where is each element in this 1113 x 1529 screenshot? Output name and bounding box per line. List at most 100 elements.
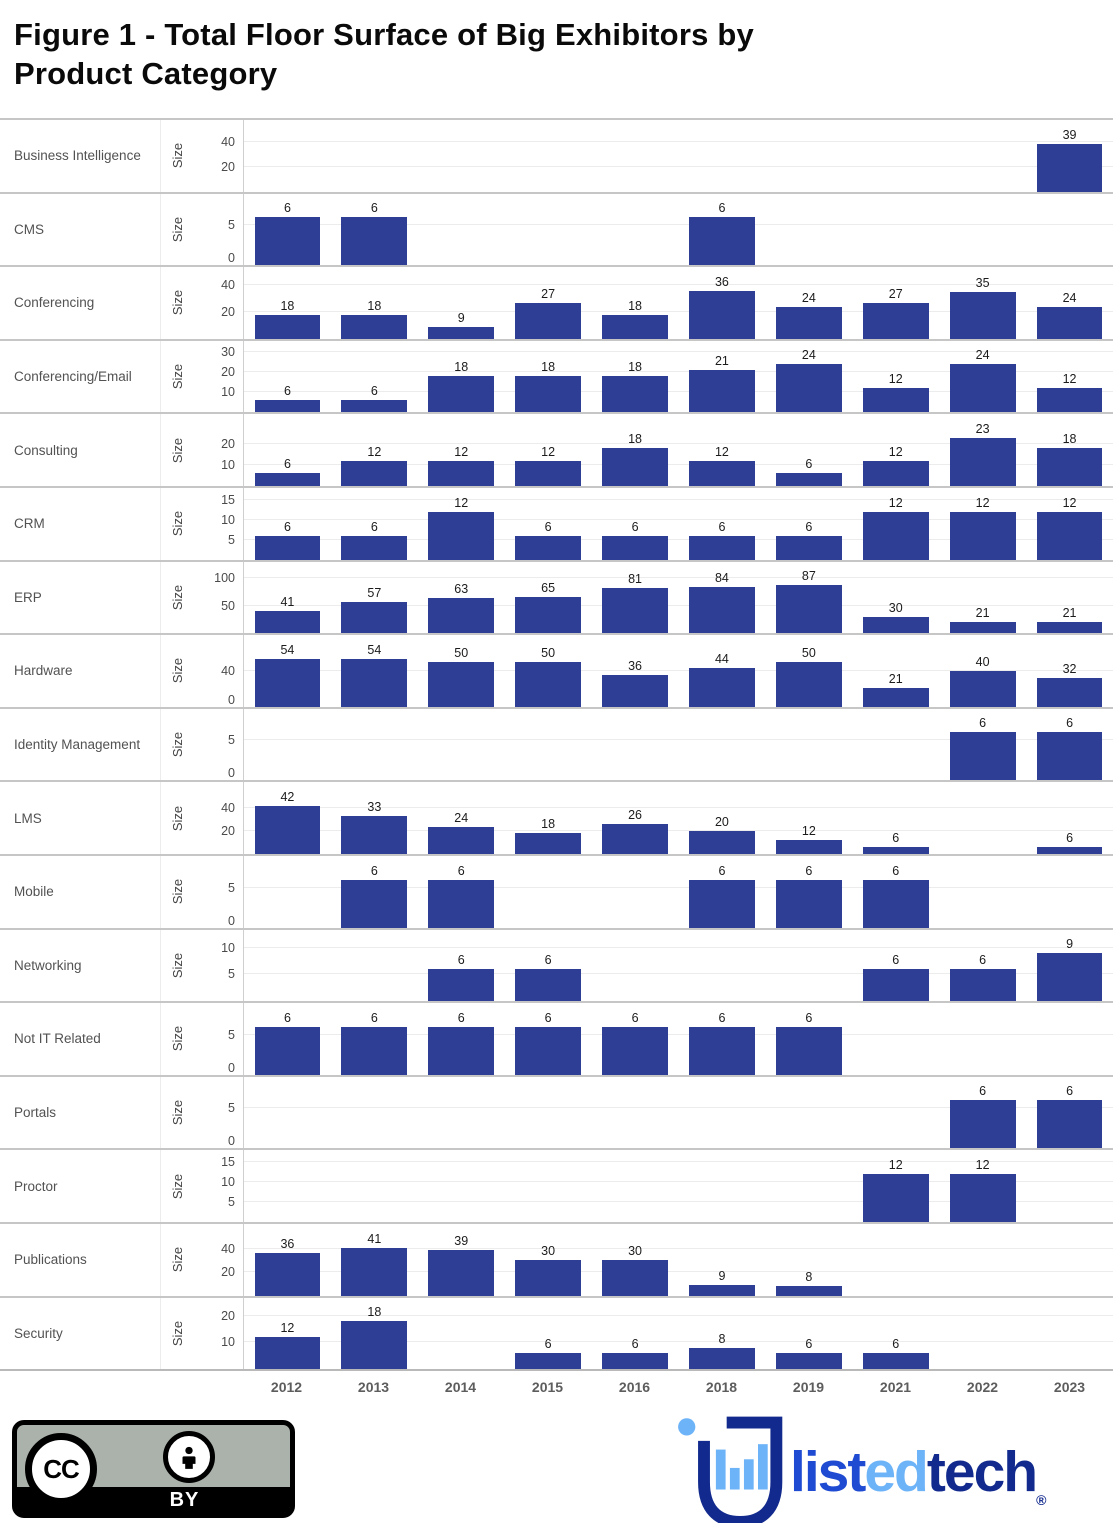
- bar-value-label: 9: [1066, 937, 1074, 952]
- bar-value-label: 30: [628, 1244, 642, 1259]
- y-axis-ticks: 10 20: [195, 414, 243, 486]
- y-tick-label: 40: [221, 1241, 235, 1256]
- bar: [862, 1353, 929, 1370]
- bar-value-label: 6: [283, 201, 291, 216]
- gridline: [244, 464, 1113, 466]
- category-label: Security: [0, 1297, 161, 1370]
- category-label: Networking: [0, 929, 161, 1002]
- y-axis-title-text: Size: [170, 1099, 186, 1126]
- bar: [949, 969, 1016, 1002]
- y-axis-title: Size: [161, 709, 195, 781]
- bar: [775, 879, 842, 928]
- bar: [341, 217, 408, 266]
- bar-value-label: 6: [892, 831, 900, 846]
- bar-value-label: 12: [1062, 372, 1077, 387]
- bar: [341, 535, 408, 560]
- gridline: [244, 224, 1113, 226]
- facet-plot: 18 18 9 27 18 36 24 27 35 24: [243, 267, 1113, 339]
- gridline: [244, 1160, 1113, 1162]
- bar-value-label: 6: [892, 1337, 900, 1352]
- y-tick-label: 0: [228, 251, 235, 266]
- bar-value-label: 27: [888, 286, 903, 301]
- bar-value-label: 30: [541, 1244, 556, 1259]
- facet-plot: 42 33 24 18 26 20 12 6 6: [243, 782, 1113, 854]
- bar: [689, 370, 755, 413]
- y-tick-label: 10: [221, 385, 235, 400]
- y-axis-ticks: 20 40: [195, 782, 243, 854]
- y-axis-ticks: 20 40: [195, 120, 243, 192]
- bar-value-label: 21: [975, 605, 990, 620]
- bar: [862, 688, 929, 707]
- bar-value-label: 12: [888, 1157, 903, 1172]
- bar: [515, 460, 582, 486]
- bar: [515, 302, 582, 339]
- y-axis-title-text: Size: [170, 879, 186, 905]
- bar: [602, 588, 668, 634]
- bar: [341, 601, 408, 634]
- bar-value-label: 6: [805, 1337, 813, 1352]
- bar: [775, 306, 842, 339]
- chart-title: Figure 1 - Total Floor Surface of Big Ex…: [0, 0, 1113, 118]
- registered-trademark-symbol: ®: [1036, 1492, 1047, 1509]
- facet-row: Networking Size 5 10 6 6 6 6 9: [0, 927, 1113, 1002]
- y-axis-title-text: Size: [170, 1320, 186, 1346]
- x-axis: 2012 2013 2014 2015 2016 2018 2019 2021 2022 2023: [243, 1371, 1113, 1407]
- bar: [1036, 732, 1103, 781]
- bar: [602, 1026, 668, 1075]
- bar: [1036, 306, 1103, 339]
- y-axis-title: Size: [161, 194, 195, 266]
- y-tick-label: 15: [221, 1154, 235, 1169]
- bar-value-label: 6: [1066, 831, 1074, 846]
- bar-value-label: 36: [628, 658, 642, 673]
- bar-value-label: 6: [544, 953, 552, 968]
- y-tick-label: 10: [221, 1174, 235, 1189]
- bar: [689, 1026, 755, 1075]
- gridline: [244, 351, 1113, 353]
- bar-value-label: 57: [367, 585, 382, 600]
- facet-row: LMS Size 20 40 42 33 24 18 26 20 12 6 6: [0, 780, 1113, 854]
- bar: [602, 535, 668, 560]
- bar-value-label: 12: [714, 444, 729, 459]
- bar: [949, 1100, 1016, 1149]
- bar: [689, 290, 755, 339]
- bar-value-label: 18: [628, 432, 642, 447]
- bar-value-label: 6: [1066, 1084, 1074, 1099]
- bar-value-label: 18: [628, 360, 642, 375]
- bar: [515, 535, 582, 560]
- bar: [254, 610, 321, 634]
- bar-value-label: 41: [367, 1231, 382, 1246]
- facet-row: Not IT Related Size 0 5 6 6 6 6 6 6 6: [0, 1001, 1113, 1075]
- bar-value-label: 6: [979, 953, 987, 968]
- y-axis-title-text: Size: [170, 584, 186, 611]
- category-label: Hardware: [0, 635, 161, 707]
- y-tick-label: 10: [221, 512, 235, 527]
- bar: [775, 535, 842, 560]
- bar-value-label: 21: [714, 354, 729, 369]
- facet-plot: 6 6 6 6 6: [243, 855, 1113, 928]
- bar-value-label: 84: [714, 570, 729, 585]
- gridline: [244, 946, 1113, 948]
- bar-value-label: 6: [283, 519, 291, 534]
- facet-plot: 6 12 12 12 18 12 6 12 23 18: [243, 414, 1113, 486]
- bar-value-label: 24: [975, 348, 990, 363]
- chart-title-line1: Figure 1 - Total Floor Surface of Big Ex…: [14, 17, 754, 52]
- bar: [862, 302, 929, 339]
- bar: [689, 586, 755, 634]
- bar-value-label: 8: [805, 1270, 813, 1285]
- gridline: [244, 371, 1113, 373]
- bar-value-label: 24: [801, 290, 816, 305]
- bar-value-label: 12: [367, 444, 382, 459]
- x-tick-label: 2018: [705, 1379, 738, 1396]
- y-tick-label: 10: [221, 940, 235, 955]
- bar-value-label: 6: [457, 863, 465, 878]
- bar-value-label: 6: [457, 1010, 465, 1025]
- bar-value-label: 6: [544, 1010, 552, 1025]
- bar-value-label: 6: [718, 201, 726, 216]
- logo-text-part: list: [790, 1440, 866, 1505]
- bar: [602, 674, 668, 707]
- bar: [602, 314, 668, 339]
- bar: [428, 969, 495, 1002]
- gridline: [244, 165, 1113, 167]
